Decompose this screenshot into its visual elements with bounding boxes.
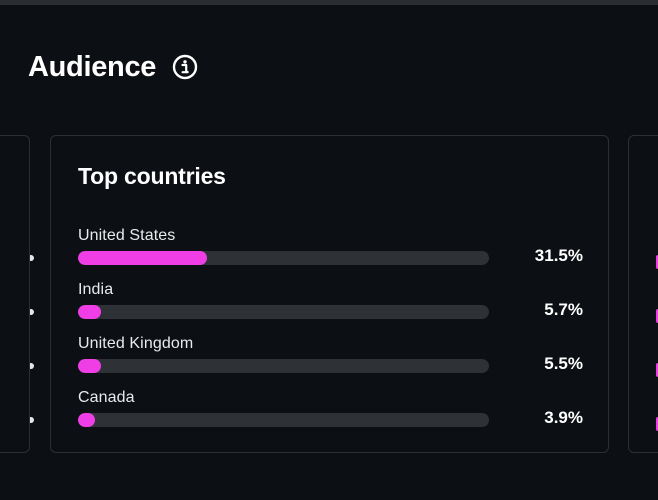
list-marker bbox=[30, 417, 34, 423]
country-percent: 5.7% bbox=[544, 300, 583, 319]
country-percent: 5.5% bbox=[544, 354, 583, 373]
top-countries-card: Top countries United States 31.5% India … bbox=[50, 135, 609, 453]
progress-fill bbox=[78, 305, 102, 319]
country-name: India bbox=[78, 281, 114, 298]
country-row: India 5.7% bbox=[78, 281, 583, 325]
audience-card-previous bbox=[0, 135, 34, 453]
progress-fill bbox=[78, 359, 101, 373]
country-name: United Kingdom bbox=[78, 335, 194, 352]
list-marker bbox=[30, 255, 34, 261]
country-row: Canada 3.9% bbox=[78, 389, 583, 433]
country-percent: 31.5% bbox=[534, 246, 583, 265]
country-row: United Kingdom 5.5% bbox=[78, 335, 583, 379]
bar-fragment bbox=[656, 255, 658, 269]
bar-fragment bbox=[656, 309, 658, 323]
progress-fill bbox=[78, 413, 96, 427]
progress-track bbox=[78, 305, 489, 319]
top-divider-bar bbox=[0, 0, 658, 5]
progress-track bbox=[78, 251, 489, 265]
list-marker bbox=[30, 363, 34, 369]
list-marker bbox=[30, 309, 34, 315]
progress-track bbox=[78, 359, 489, 373]
page-title: Audience bbox=[28, 50, 157, 83]
info-circle-icon[interactable] bbox=[172, 54, 198, 80]
country-name: Canada bbox=[78, 389, 135, 406]
bar-fragment bbox=[656, 363, 658, 377]
audience-card-next bbox=[628, 135, 658, 453]
progress-track bbox=[78, 413, 489, 427]
card-title: Top countries bbox=[78, 163, 226, 189]
country-name: United States bbox=[78, 227, 176, 244]
bar-fragment bbox=[656, 417, 658, 431]
audience-header: Audience bbox=[28, 46, 198, 88]
country-percent: 3.9% bbox=[544, 408, 583, 427]
country-row: United States 31.5% bbox=[78, 227, 583, 271]
progress-fill bbox=[78, 251, 208, 265]
